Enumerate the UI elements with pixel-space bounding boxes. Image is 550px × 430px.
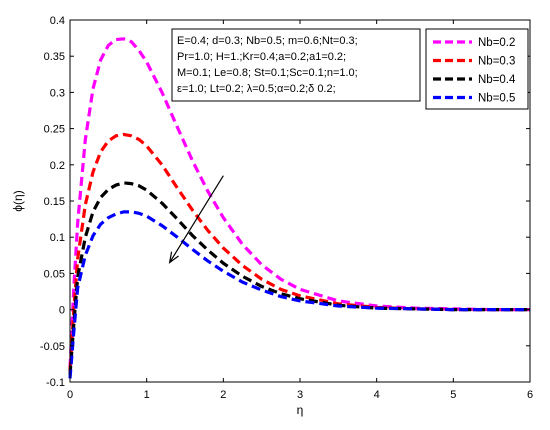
y-tick-label: 0 xyxy=(59,305,65,317)
trend-arrow xyxy=(168,175,224,264)
x-tick-label: 3 xyxy=(297,389,303,401)
y-axis-label: ϕ(η) xyxy=(11,190,25,211)
y-tick-label: 0.1 xyxy=(50,232,65,244)
y-tick-label: 0.3 xyxy=(50,87,65,99)
legend: Nb=0.2 Nb=0.3 Nb=0.4 Nb=0.5 xyxy=(425,28,529,110)
x-tick-label: 4 xyxy=(374,389,380,401)
parameter-annotation-box: E=0.4; d=0.3; Nb=0.5; m=0.6;Nt=0.3; Pr=1… xyxy=(171,28,421,102)
param-line-1: E=0.4; d=0.3; Nb=0.5; m=0.6;Nt=0.3; xyxy=(177,35,358,47)
series-line-3 xyxy=(68,181,530,375)
y-tick-label: 0.25 xyxy=(44,124,65,136)
legend-label-3: Nb=0.4 xyxy=(478,74,516,86)
legend-label-2: Nb=0.3 xyxy=(478,56,515,68)
y-tick-label: -0.1 xyxy=(46,377,65,389)
legend-label-4: Nb=0.5 xyxy=(478,93,515,105)
x-tick-label: 1 xyxy=(144,389,150,401)
y-tick-label: 0.35 xyxy=(44,51,65,63)
y-tick-label: 0.2 xyxy=(50,160,65,172)
x-tick-label: 6 xyxy=(527,389,533,401)
param-line-4: ε=1.0; Lt=0.2; λ=0.5;α=0.2;δ 0.2; xyxy=(177,83,336,95)
arrow-shaft xyxy=(169,175,224,263)
y-tick-label: 0.4 xyxy=(50,15,65,27)
y-tick-label: 0.15 xyxy=(44,196,65,208)
param-line-2: Pr=1.0; H=1.;Kr=0.4;a=0.2;a1=0.2; xyxy=(177,51,346,63)
x-axis-label: η xyxy=(297,403,304,417)
x-tick-label: 5 xyxy=(450,389,456,401)
x-tick-label: 2 xyxy=(220,389,226,401)
series-line-4 xyxy=(68,210,530,379)
arrow-head xyxy=(168,251,179,264)
legend-label-1: Nb=0.2 xyxy=(478,37,515,49)
param-line-3: M=0.1; Le=0.8; St=0.1;Sc=0.1;n=1.0; xyxy=(177,67,358,79)
x-tick-label: 0 xyxy=(67,389,73,401)
series-line-1 xyxy=(68,37,530,368)
plot-area xyxy=(68,37,530,379)
axis-ticks: 0 1 2 3 4 5 6 -0.1 -0.05 0 0.05 0.1 0.15 0.2 0.25 0.3 0.… xyxy=(40,15,533,401)
y-tick-label: -0.05 xyxy=(40,341,65,353)
y-tick-label: 0.05 xyxy=(44,268,65,280)
